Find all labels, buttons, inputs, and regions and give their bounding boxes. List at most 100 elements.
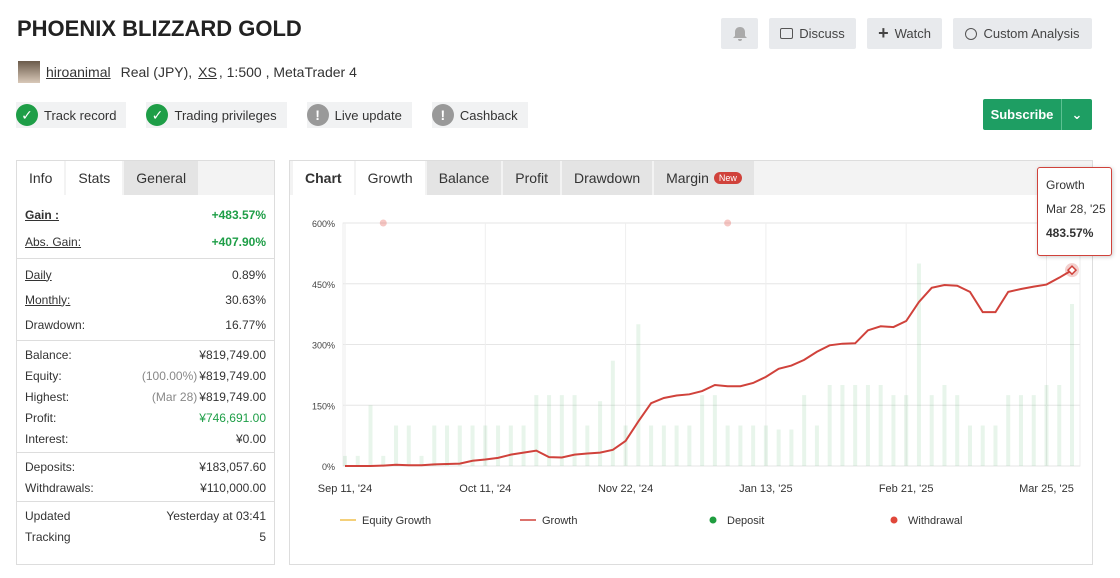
deposit-bar bbox=[445, 425, 450, 466]
stats-value: 30.63% bbox=[225, 292, 266, 307]
stats-value-wrap: ¥110,000.00 bbox=[200, 481, 266, 495]
dropdown-arrow[interactable]: ⌄ bbox=[1061, 99, 1092, 130]
stats-row: Drawdown: 16.77% bbox=[17, 312, 274, 337]
server-link[interactable]: XS bbox=[198, 64, 217, 80]
stats-row: Deposits: ¥183,057.60 bbox=[17, 456, 274, 477]
stats-label: Interest: bbox=[25, 431, 69, 446]
stats-note: (Mar 28) bbox=[151, 389, 198, 404]
tab[interactable]: Info bbox=[17, 161, 65, 195]
stats-value-wrap: ¥0.00 bbox=[236, 432, 266, 446]
subscribe-button[interactable]: Subscribe ⌄ bbox=[983, 99, 1092, 130]
stats-row: Equity: (100.00%) ¥819,749.00 bbox=[17, 365, 274, 386]
stats-row: Monthly: 30.63% bbox=[17, 287, 274, 312]
custom-analysis-button[interactable]: Custom Analysis bbox=[953, 18, 1092, 49]
deposit-bar bbox=[916, 263, 921, 466]
hover-marker bbox=[1066, 265, 1078, 276]
stats-group: Balance: ¥819,749.00 Equity: (100.00%) ¥819,… bbox=[17, 340, 274, 452]
badge-icon: ✓ bbox=[146, 104, 169, 126]
stats-value-wrap: Yesterday at 03:41 bbox=[166, 509, 266, 523]
tooltip-value: 483.57% bbox=[1046, 226, 1094, 240]
stats-value: ¥183,057.60 bbox=[199, 459, 266, 474]
tab[interactable]: Chart bbox=[293, 161, 354, 195]
avatar bbox=[18, 61, 40, 83]
account-row: hiroanimal Real (JPY), XS , 1:500 , Meta… bbox=[18, 61, 357, 83]
stats-label: Equity: bbox=[25, 368, 62, 383]
stats-label: Monthly: bbox=[25, 292, 71, 307]
deposit-bar bbox=[738, 425, 743, 466]
deposit-bar bbox=[878, 385, 883, 466]
tab[interactable]: Drawdown bbox=[561, 161, 653, 195]
stats-row: Interest: ¥0.00 bbox=[17, 428, 274, 449]
stats-value-wrap: +483.57% bbox=[212, 208, 266, 222]
stats-row: Gain : +483.57% bbox=[17, 201, 274, 228]
badge: ! Cashback bbox=[431, 102, 528, 128]
x-tick-label: Oct 11, '24 bbox=[459, 483, 511, 495]
deposit-bar bbox=[661, 425, 666, 466]
tab-label: Drawdown bbox=[573, 170, 641, 186]
deposit-bar bbox=[725, 425, 730, 466]
stats-row: Balance: ¥819,749.00 bbox=[17, 344, 274, 365]
tab-label: Profit bbox=[515, 170, 548, 186]
deposit-bar bbox=[967, 425, 972, 466]
deposit-bar bbox=[955, 395, 960, 466]
watch-button[interactable]: + Watch bbox=[867, 18, 942, 49]
tab[interactable]: Stats bbox=[66, 161, 123, 195]
tab[interactable]: Growth bbox=[355, 161, 425, 195]
deposit-bar bbox=[1057, 385, 1062, 466]
stats-note: (100.00%) bbox=[141, 368, 198, 383]
deposit-bar bbox=[585, 425, 590, 466]
stats-value: Yesterday at 03:41 bbox=[166, 508, 266, 523]
deposit-bar bbox=[1018, 395, 1023, 466]
badge: ✓ Track record bbox=[16, 102, 127, 128]
deposit-bar bbox=[1031, 395, 1036, 466]
deposit-bar bbox=[470, 425, 475, 466]
deposit-bar bbox=[993, 425, 998, 466]
x-tick-label: Sep 11, '24 bbox=[318, 483, 373, 495]
user-link[interactable]: hiroanimal bbox=[46, 64, 111, 80]
y-tick-label: 600% bbox=[312, 219, 335, 229]
icon bbox=[965, 27, 978, 40]
badge-label: Live update bbox=[334, 107, 402, 123]
deposit-bar bbox=[1006, 395, 1011, 466]
deposit-bar bbox=[891, 395, 896, 466]
chart: 0% 150% 300% 450% 600% Sep 11, '24 Oct 11, '24… bbox=[312, 219, 1081, 527]
bell-button[interactable] bbox=[721, 18, 758, 49]
legend-label[interactable]: Withdrawal bbox=[908, 515, 962, 527]
chart-body: 0% 150% 300% 450% 600% Sep 11, '24 Oct 11, '24… bbox=[312, 219, 1081, 527]
deposit-bar bbox=[942, 385, 947, 466]
bell-icon bbox=[732, 26, 747, 41]
deposit-bar bbox=[674, 425, 679, 466]
deposit-bar bbox=[610, 360, 615, 466]
withdrawal-point bbox=[724, 219, 732, 227]
stats-panel: Info Stats General Gain : +483.57% Abs. Gain… bbox=[16, 160, 275, 565]
deposit-bar bbox=[406, 425, 411, 466]
tab-label: Margin bbox=[666, 170, 709, 186]
deposit-bar bbox=[929, 395, 934, 466]
tab[interactable]: Profit bbox=[503, 161, 560, 195]
button-label: Custom Analysis bbox=[983, 26, 1080, 41]
legend-label[interactable]: Equity Growth bbox=[362, 515, 431, 527]
tab[interactable]: General bbox=[124, 161, 199, 195]
deposit-bar bbox=[751, 425, 756, 466]
stats-group: Deposits: ¥183,057.60 Withdrawals: ¥110,000… bbox=[17, 452, 274, 501]
tab[interactable]: Margin New bbox=[654, 161, 754, 195]
legend-label[interactable]: Growth bbox=[542, 515, 577, 527]
deposit-bar bbox=[649, 425, 654, 466]
subscribe-label: Subscribe bbox=[990, 107, 1054, 122]
legend-label[interactable]: Deposit bbox=[727, 515, 764, 527]
stats-value-wrap: (Mar 28) ¥819,749.00 bbox=[152, 390, 266, 404]
deposit-bar bbox=[534, 395, 539, 466]
tab[interactable]: Balance bbox=[426, 161, 502, 195]
x-tick-label: Nov 22, '24 bbox=[598, 483, 653, 495]
stats-value-wrap: 30.63% bbox=[225, 293, 266, 307]
stats-label: Tracking bbox=[25, 529, 71, 544]
discuss-button[interactable]: Discuss bbox=[769, 18, 856, 49]
stats-value-wrap: ¥819,749.00 bbox=[199, 348, 266, 362]
button-label: Watch bbox=[894, 26, 931, 41]
stats-label: Withdrawals: bbox=[25, 480, 94, 495]
tab-label: Growth bbox=[367, 170, 413, 186]
stats-value: ¥819,749.00 bbox=[199, 389, 266, 404]
account-info: , 1:500 , MetaTrader 4 bbox=[218, 64, 357, 80]
stats-label: Drawdown: bbox=[25, 317, 86, 332]
deposit-bar bbox=[432, 425, 437, 466]
